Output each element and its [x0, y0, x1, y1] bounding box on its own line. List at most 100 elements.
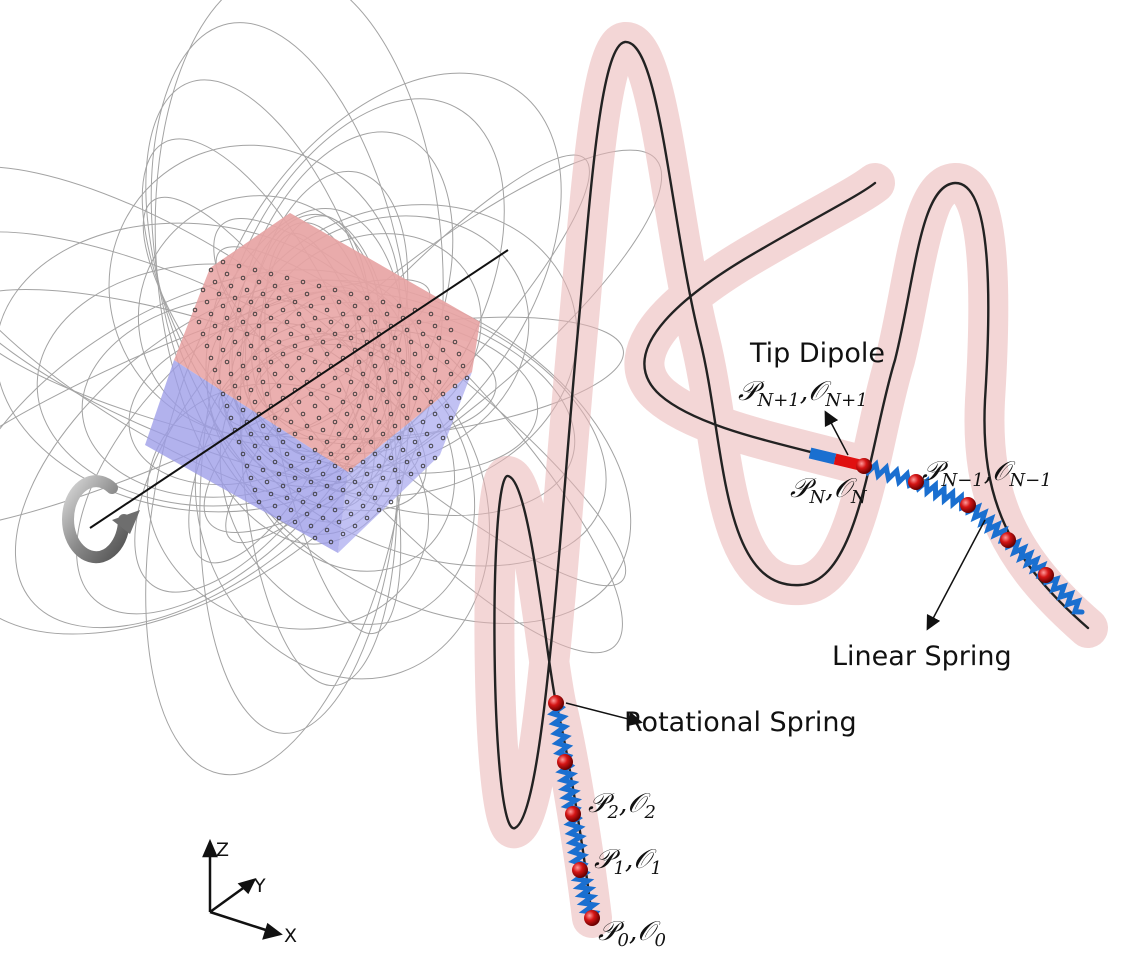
magnet-dipole-dot — [248, 387, 254, 393]
magnet-dipole-dot — [252, 443, 258, 449]
magnet-dipole-dot — [368, 395, 374, 401]
magnet-dipole-dot — [336, 299, 342, 305]
magnet-dipole-dot — [364, 383, 370, 389]
magnet-dipole-dot — [220, 259, 226, 265]
magnet-dipole-dot — [420, 331, 426, 337]
magnet-dipole-dot — [256, 279, 262, 285]
magnet-dipole-dot — [436, 335, 442, 341]
node-n-minus-1-label: 𝒫N−1,𝒪N−1 — [922, 456, 1052, 491]
magnet-dipole-dot — [288, 463, 294, 469]
rod-node — [557, 754, 573, 770]
magnet-dipole-dot — [328, 539, 334, 545]
magnet-dipole-dot — [236, 351, 242, 357]
magnet-top-face — [210, 213, 480, 342]
magnet-dipole-dot — [288, 375, 294, 381]
rotation-arrow-icon — [62, 475, 140, 564]
magnet-dipole-dot — [260, 423, 266, 429]
magnet-dipole-dot — [284, 407, 290, 413]
magnet-dipole-dot — [312, 447, 318, 453]
magnet-dipole-dot — [416, 451, 422, 457]
magnet-dipole-dot — [248, 299, 254, 305]
y-axis-arrowhead — [237, 878, 257, 895]
x-axis-arrowhead — [262, 922, 283, 940]
magnet-dipole-dot — [300, 455, 306, 461]
linear-spring-segment — [570, 867, 601, 921]
magnet-dipole-dot — [396, 435, 402, 441]
magnet-dipole-dot — [392, 335, 398, 341]
magnet-dipole-dot — [384, 399, 390, 405]
magnet-dipole-dot — [432, 323, 438, 329]
magnet-dipole-dot — [296, 487, 302, 493]
magnet-dipole-dot — [428, 355, 434, 361]
magnet-dipole-dot — [228, 415, 234, 421]
magnet-dipole-dot — [232, 383, 238, 389]
magnet-dipole-dot — [352, 523, 358, 529]
magnet-dipole-dot — [356, 447, 362, 453]
x-axis-label: X — [284, 925, 297, 947]
magnet-dipole-dot — [360, 459, 366, 465]
magnet-dipole-dot — [404, 371, 410, 377]
magnet-dipole-dot — [240, 407, 246, 413]
magnet-dipole-dot — [408, 471, 414, 477]
rod-node — [960, 497, 976, 513]
magnet-dipole-dot — [316, 459, 322, 465]
rotational-spring-label: Rotational Spring — [624, 707, 857, 738]
magnet-dipole-dot — [288, 507, 294, 513]
magnet-dipole-dot — [272, 283, 278, 289]
magnet-dipole-dot — [344, 367, 350, 373]
rod-node — [908, 474, 924, 490]
magnet-dipole-dot — [336, 387, 342, 393]
magnet-dipole-dot — [276, 339, 282, 345]
magnet-dipole-dot — [236, 263, 242, 269]
y-axis-line — [209, 884, 247, 914]
magnet-dipole-dot — [272, 371, 278, 377]
rod-tube — [474, 22, 1108, 938]
magnet-dipole-dot — [276, 515, 282, 521]
magnet-dipole-dot — [328, 495, 334, 501]
magnet-dipole-dot — [304, 423, 310, 429]
magnet-dipole-dot — [324, 307, 330, 313]
magnet-dipole-dot — [280, 351, 286, 357]
magnet-dipole-dot — [264, 435, 270, 441]
magnet-dipole-dot — [420, 375, 426, 381]
magnet-dipole-dot — [324, 351, 330, 357]
magnet-dipole-dot — [264, 479, 270, 485]
magnet-dipole-dot — [372, 451, 378, 457]
magnet-dipole-dot — [320, 339, 326, 345]
x-axis-line — [209, 910, 273, 934]
magnet-dipole-dot — [228, 327, 234, 333]
magnet-dipole-dot — [392, 379, 398, 385]
magnet-dipole-dot — [428, 443, 434, 449]
magnet-dipole-dot — [272, 327, 278, 333]
magnet-dipole-dot — [424, 343, 430, 349]
magnet-dipole-dot — [348, 335, 354, 341]
magnet-dipole-dot — [372, 495, 378, 501]
rod-node — [572, 862, 588, 878]
magnet-dipole-dot — [272, 459, 278, 465]
magnet-dipole-dot — [384, 311, 390, 317]
magnet-dipole-dot — [316, 415, 322, 421]
magnet-dipole-dot — [384, 487, 390, 493]
magnet-dipole-dot — [336, 343, 342, 349]
magnet-dipole-dot — [284, 275, 290, 281]
z-axis-arrowhead — [202, 838, 218, 858]
magnet-dipole-dot — [356, 491, 362, 497]
magnet-dipole-dot — [376, 507, 382, 513]
magnet-dipole-dot — [444, 403, 450, 409]
magnet-dipole-dot — [216, 291, 222, 297]
magnet-dipole-dot — [276, 383, 282, 389]
magnet-bottom-half — [145, 360, 348, 553]
magnet-dipole-dot — [436, 379, 442, 385]
magnet-dipole-dot — [372, 407, 378, 413]
magnet-dipole-dot — [256, 455, 262, 461]
magnet-dipole-dot — [448, 371, 454, 377]
magnet-dipole-dot — [420, 463, 426, 469]
magnet-dipole-dot — [260, 335, 266, 341]
magnet-dipole-dot — [368, 483, 374, 489]
magnet-dipole-dot — [340, 443, 346, 449]
magnet-dipole-dot — [380, 475, 386, 481]
magnet-dipole-dot — [324, 439, 330, 445]
magnet-dipole-dot — [320, 515, 326, 521]
magnet-dipole-dot — [324, 483, 330, 489]
